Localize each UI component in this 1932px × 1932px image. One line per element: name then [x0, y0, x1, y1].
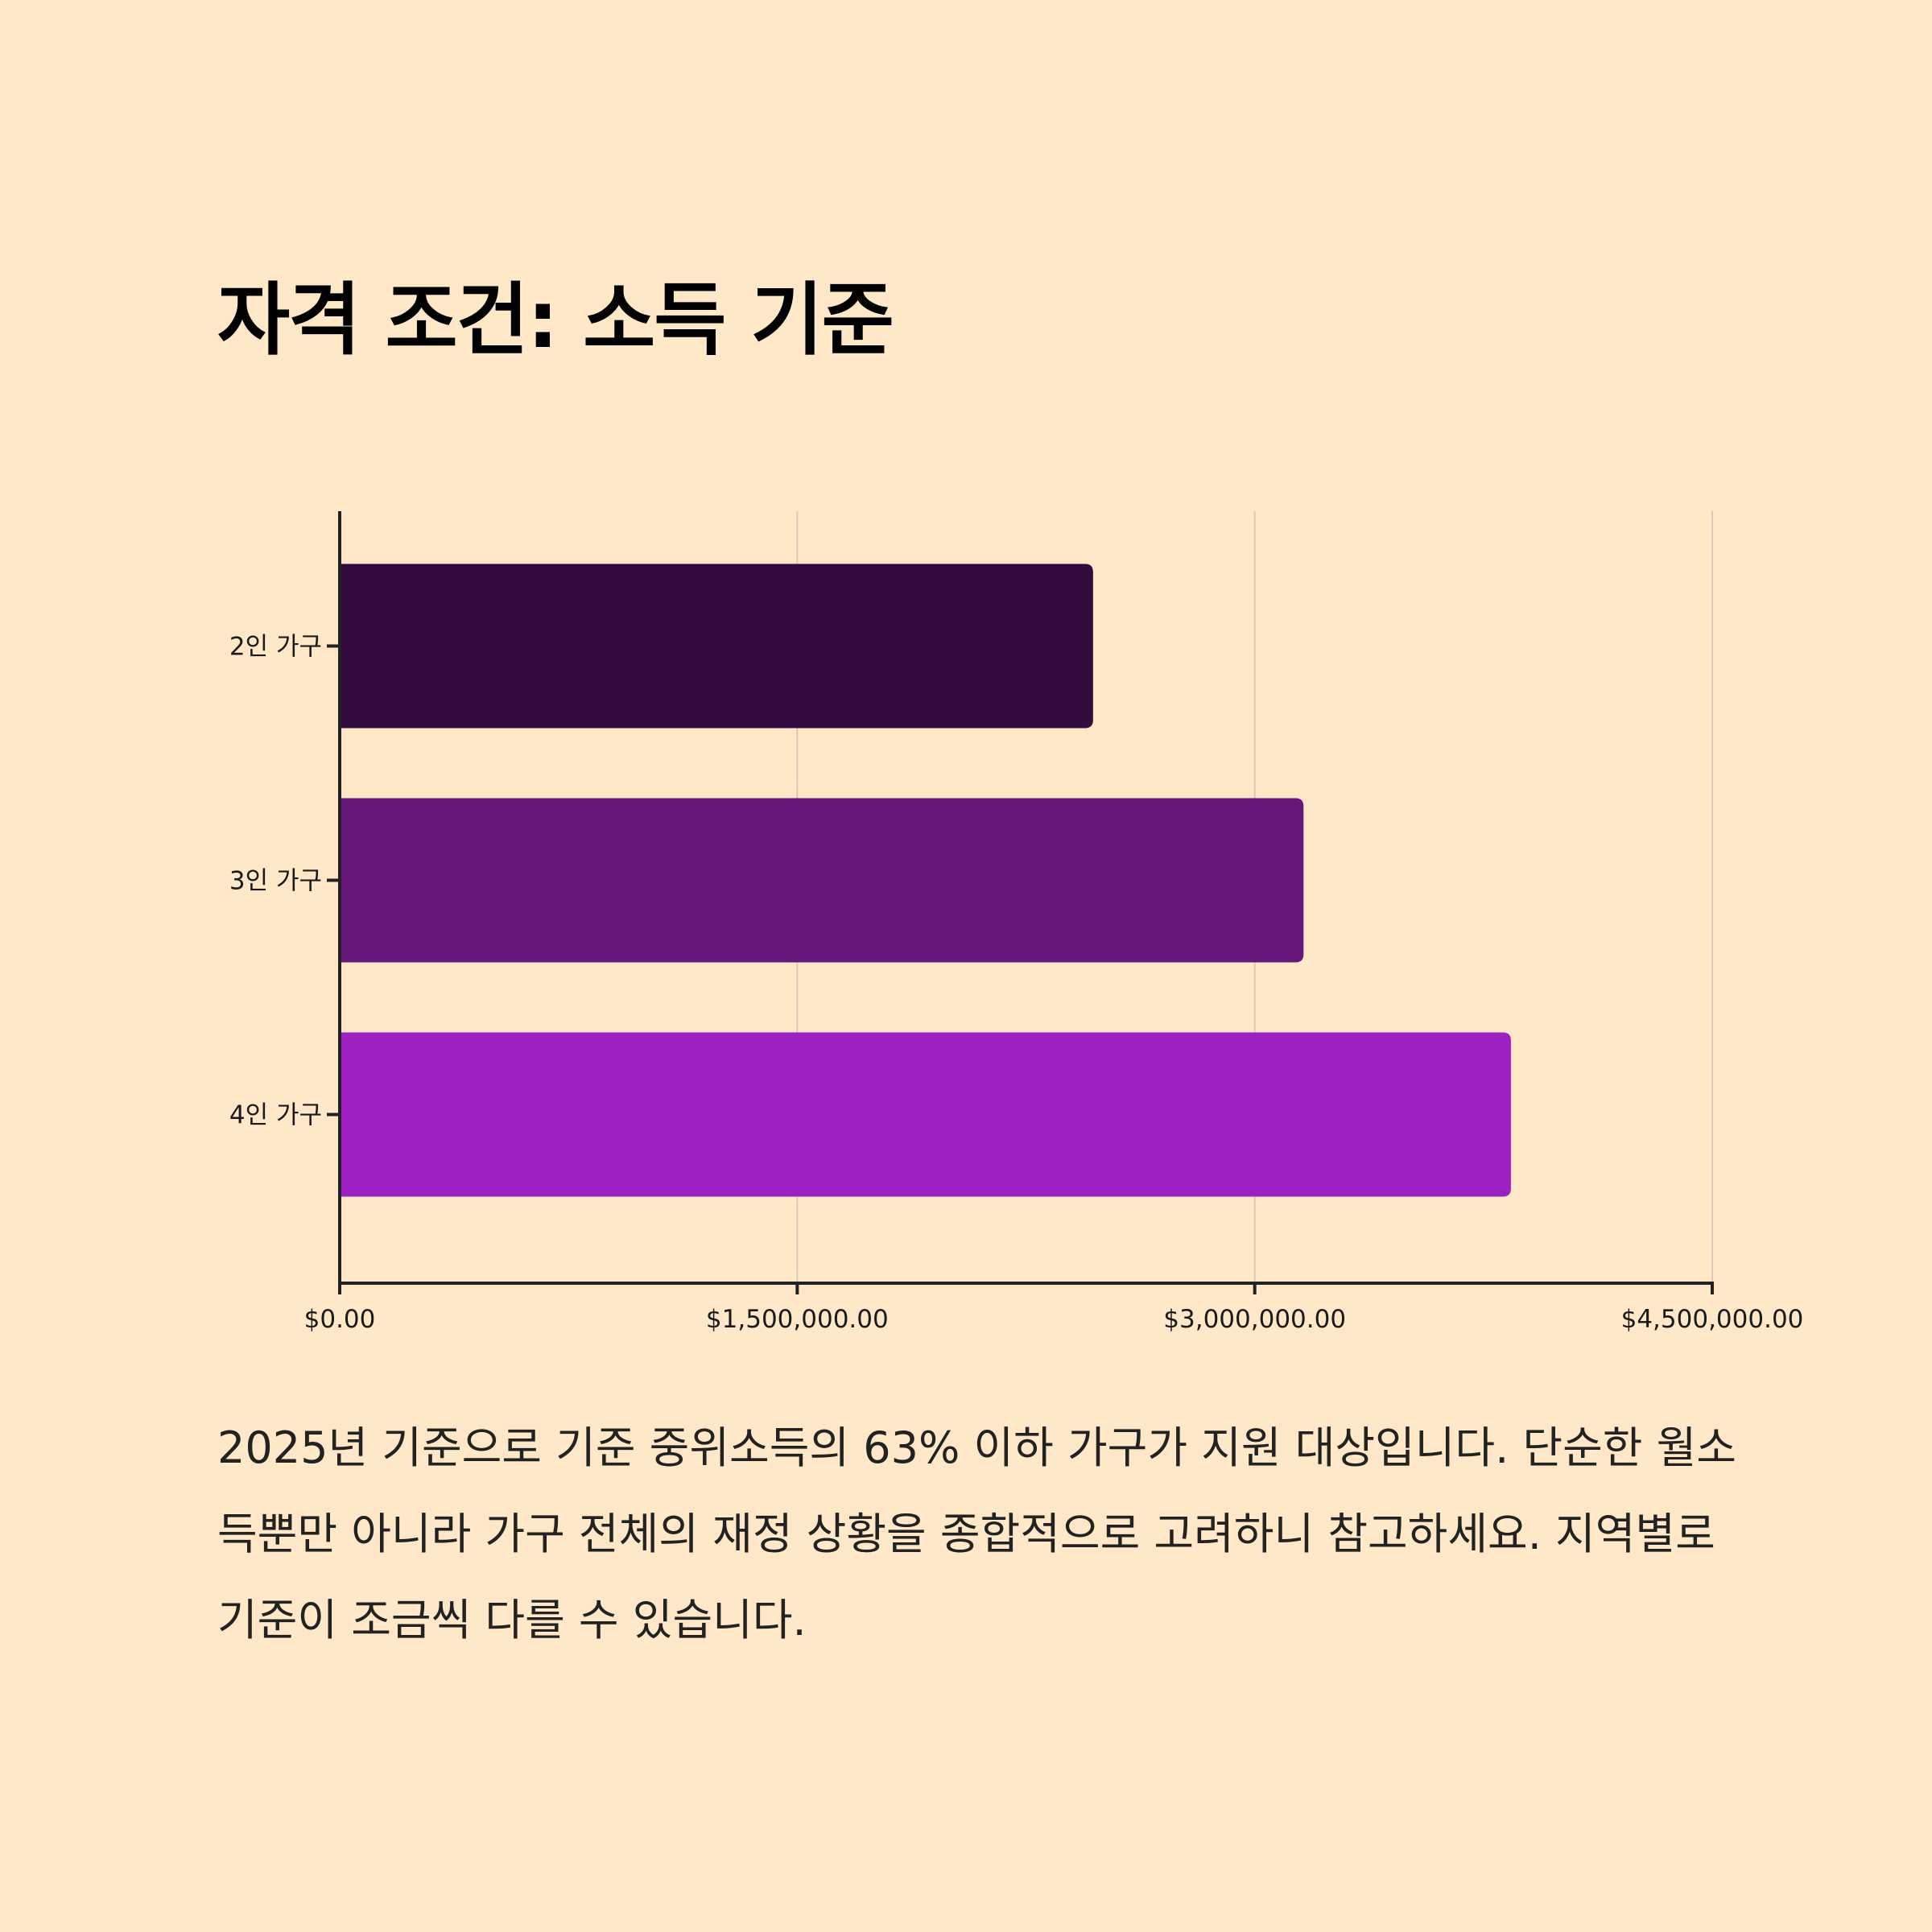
chart-axes: [327, 511, 1714, 1294]
chart-bars: [340, 564, 1511, 1197]
category-label-3: 4인 가구: [229, 1101, 322, 1130]
x-tick-label-1: $1,500,000.00: [706, 1305, 889, 1334]
page-title: 자격 조건: 소득 기준: [217, 275, 894, 366]
x-tick-label-3: $4,500,000.00: [1621, 1305, 1804, 1334]
eligibility-description: 2025년 기준으로 기준 중위소득의 63% 이하 가구가 지원 대상입니다.…: [217, 1422, 1736, 1645]
category-label-1: 2인 가구: [229, 633, 322, 662]
chart-labels: $0.00 $1,500,000.00 $3,000,000.00 $4,500,00…: [229, 633, 1804, 1335]
bar-2: [340, 798, 1304, 963]
x-tick-label-2: $3,000,000.00: [1163, 1305, 1346, 1334]
bar-1: [340, 564, 1093, 729]
category-label-2: 3인 가구: [229, 867, 322, 896]
bar-3: [340, 1032, 1511, 1197]
x-tick-label-0: $0.00: [304, 1305, 376, 1334]
income-bar-chart: $0.00 $1,500,000.00 $3,000,000.00 $4,500,00…: [229, 511, 1804, 1335]
